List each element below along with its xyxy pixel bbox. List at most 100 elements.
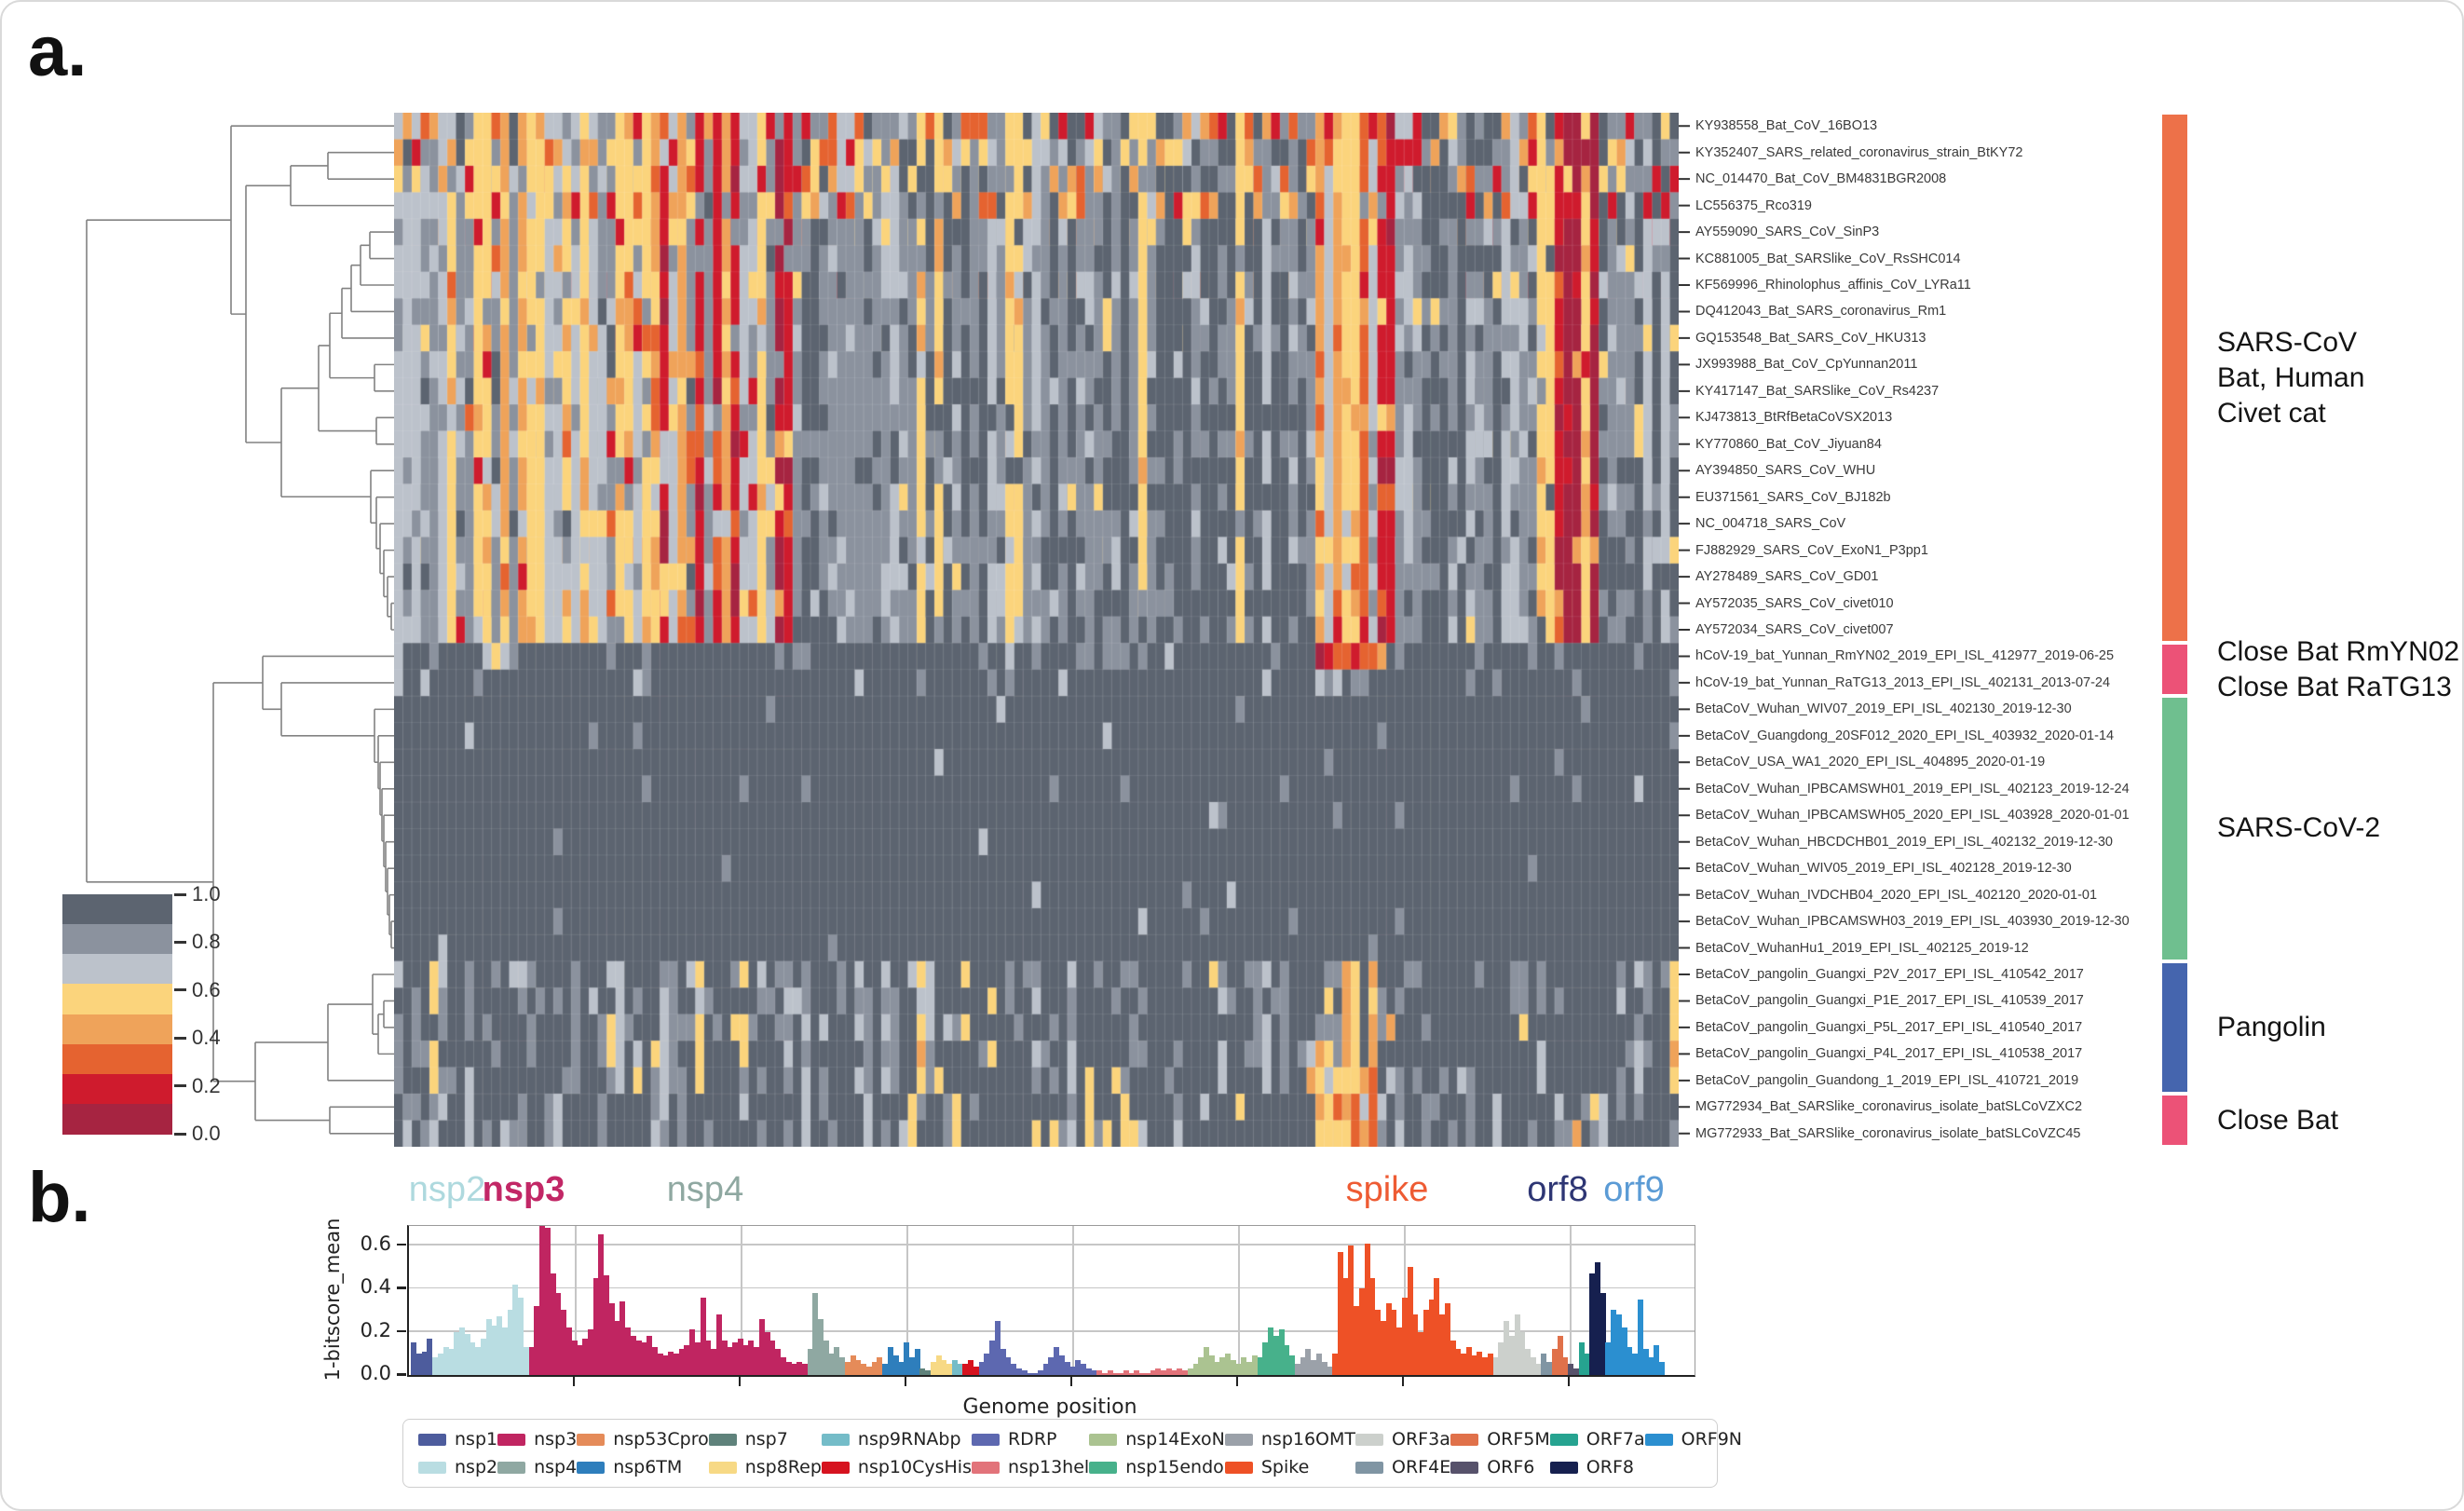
bar-nsp3 xyxy=(651,1346,658,1375)
legend-label: ORF7a xyxy=(1586,1429,1645,1450)
x-tick xyxy=(1568,1377,1570,1386)
gridline xyxy=(409,1330,1695,1332)
bar-nsp53Cpro xyxy=(855,1359,862,1375)
legend-swatch xyxy=(708,1433,737,1446)
legend-entry-nsp3: nsp3 xyxy=(497,1429,577,1450)
clade-bar xyxy=(2162,1096,2187,1145)
row-label: KY770860_Bat_CoV_Jiyuan84 xyxy=(1695,436,1882,452)
legend-swatch xyxy=(418,1433,446,1446)
bar-nsp3 xyxy=(528,1346,535,1375)
row-label: MG772933_Bat_SARSlike_coronavirus_isolat… xyxy=(1695,1125,2081,1141)
x-tick xyxy=(905,1377,906,1386)
bar-nsp2 xyxy=(437,1353,443,1375)
bar-nsp1 xyxy=(411,1342,417,1375)
legend-swatch xyxy=(1644,1433,1673,1446)
bar-Spike xyxy=(1332,1353,1339,1375)
colorbar-tick-label: 0.6 xyxy=(192,977,221,1001)
row-label: BetaCoV_pangolin_Guandong_1_2019_EPI_ISL… xyxy=(1695,1072,2079,1088)
row-label: FJ882929_SARS_CoV_ExoN1_P3pp1 xyxy=(1695,542,1928,558)
y-tick xyxy=(397,1329,406,1333)
bar-RDRP xyxy=(1042,1364,1049,1375)
bar-nsp4 xyxy=(807,1349,813,1375)
row-label: BetaCoV_Wuhan_IPBCAMSWH05_2020_EPI_ISL_4… xyxy=(1695,808,2130,824)
bar-nsp1 xyxy=(421,1351,428,1375)
y-tick-label: 0.0 xyxy=(360,1362,391,1384)
bitscore-barchart xyxy=(407,1225,1695,1377)
legend-entry-nsp14ExoN: nsp14ExoN xyxy=(1089,1429,1225,1450)
bar-nsp14ExoN xyxy=(1241,1357,1247,1375)
bar-nsp3 xyxy=(769,1340,776,1375)
row-label: AY559090_SARS_CoV_SinP3 xyxy=(1695,225,1880,240)
legend-entry-ORF7a: ORF7a xyxy=(1549,1429,1645,1450)
bar-nsp7 xyxy=(925,1370,932,1375)
clade-bar xyxy=(2162,645,2187,695)
row-label: NC_014470_Bat_CoV_BM4831BGR2008 xyxy=(1695,171,1947,187)
legend-entry-ORF9N: ORF9N xyxy=(1644,1429,1742,1450)
clade-bar xyxy=(2162,115,2187,642)
bar-nsp13hel xyxy=(1139,1372,1146,1375)
x-tick xyxy=(1070,1377,1072,1386)
bar-nsp3 xyxy=(678,1349,685,1375)
dendrogram-branches xyxy=(86,125,394,1135)
legend-swatch xyxy=(821,1433,850,1446)
gridline xyxy=(409,1244,1695,1246)
bar-nsp8Rep xyxy=(930,1362,936,1375)
legend-swatch xyxy=(1450,1433,1479,1446)
bar-nsp14ExoN xyxy=(1251,1355,1258,1375)
bar-RDRP xyxy=(1005,1357,1012,1375)
bar-nsp53Cpro xyxy=(861,1364,867,1375)
y-tick xyxy=(397,1373,406,1376)
bar-nsp3 xyxy=(748,1340,755,1375)
clade-label-line: Civet cat xyxy=(2217,397,2326,429)
bar-nsp3 xyxy=(619,1301,626,1375)
colorbar-tick xyxy=(174,940,186,944)
bar-nsp3 xyxy=(715,1314,722,1375)
bar-Spike xyxy=(1423,1310,1429,1375)
y-tick xyxy=(397,1286,406,1289)
bar-nsp13hel xyxy=(1107,1370,1113,1375)
row-label: AY572035_SARS_CoV_civet010 xyxy=(1695,595,1894,611)
bar-ORF3a xyxy=(1530,1357,1536,1375)
legend-label: ORF4E xyxy=(1392,1457,1451,1477)
legend-label: nsp14ExoN xyxy=(1125,1429,1225,1450)
bar-Spike xyxy=(1471,1355,1477,1375)
colorbar-band xyxy=(62,894,172,925)
legend-entry-Spike: Spike xyxy=(1224,1457,1355,1477)
bar-nsp3 xyxy=(608,1303,615,1375)
legend-entry-ORF3a: ORF3a xyxy=(1355,1429,1450,1450)
y-tick-label: 0.2 xyxy=(360,1318,391,1341)
gridline xyxy=(906,1226,908,1375)
x-tick xyxy=(1402,1377,1404,1386)
legend-entry-nsp7: nsp7 xyxy=(708,1429,822,1450)
bar-nsp3 xyxy=(673,1353,679,1375)
bar-Spike xyxy=(1461,1353,1467,1375)
bar-nsp3 xyxy=(534,1305,540,1375)
legend-label: nsp16OMT xyxy=(1260,1429,1356,1450)
bar-nsp13hel xyxy=(1101,1372,1108,1375)
bar-Spike xyxy=(1380,1321,1386,1375)
bar-ORF9N xyxy=(1632,1353,1639,1375)
bar-nsp13hel xyxy=(1161,1370,1167,1375)
bar-nsp3 xyxy=(791,1364,797,1375)
bar-nsp3 xyxy=(630,1336,636,1375)
bar-nsp1 xyxy=(427,1338,433,1375)
bar-RDRP xyxy=(984,1353,990,1375)
legend-swatch xyxy=(1089,1461,1118,1474)
legend-swatch xyxy=(1224,1461,1253,1474)
clade-bar xyxy=(2162,962,2187,1093)
bar-RDRP xyxy=(1015,1368,1022,1375)
bar-RDRP xyxy=(1080,1364,1086,1375)
bar-nsp16OMT xyxy=(1311,1359,1317,1375)
bar-nsp53Cpro xyxy=(850,1355,856,1375)
bar-RDRP xyxy=(1021,1370,1028,1375)
row-label: BetaCoV_Wuhan_IPBCAMSWH01_2019_EPI_ISL_4… xyxy=(1695,781,2130,796)
bar-ORF9N xyxy=(1621,1327,1627,1375)
bar-nsp2 xyxy=(442,1346,449,1375)
row-label: BetaCoV_Wuhan_WIV07_2019_EPI_ISL_402130_… xyxy=(1695,701,2072,717)
bar-ORF9N xyxy=(1637,1299,1643,1375)
bar-nsp2 xyxy=(432,1357,439,1375)
bar-nsp10CysHis xyxy=(973,1366,979,1375)
bar-nsp6TM xyxy=(887,1346,893,1375)
